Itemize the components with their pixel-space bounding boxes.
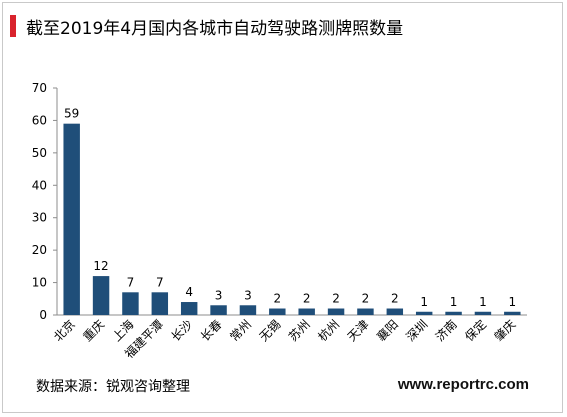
- data-label: 3: [215, 288, 223, 302]
- x-tick-label: 长春: [198, 317, 225, 344]
- chart-y-tick-labels: 0 10 20 30 40 50 60 70: [32, 81, 47, 322]
- bar-9: [298, 308, 315, 315]
- x-tick-label: 苏州: [286, 317, 313, 344]
- bar-11: [357, 308, 374, 315]
- x-tick-label: 济南: [432, 317, 460, 345]
- data-label: 1: [420, 295, 428, 309]
- y-tick-label: 50: [32, 146, 47, 160]
- data-source-note: 数据来源：锐观咨询整理: [36, 379, 190, 395]
- y-tick-label: 20: [32, 243, 47, 257]
- data-label: 2: [391, 292, 399, 306]
- y-tick-label: 30: [32, 211, 47, 225]
- bar-7: [239, 305, 257, 315]
- data-label: 1: [479, 295, 487, 309]
- data-label: 3: [244, 288, 252, 302]
- bar-16: [504, 311, 521, 315]
- bar-8: [269, 308, 286, 315]
- bar-3: [122, 292, 139, 315]
- x-tick-label: 保定: [461, 317, 489, 345]
- x-tick-label: 重庆: [80, 317, 107, 344]
- chart-bars: [63, 123, 521, 316]
- bar-4: [151, 292, 169, 315]
- data-label: 12: [93, 259, 108, 273]
- x-tick-label: 襄阳: [373, 317, 401, 345]
- x-tick-label: 杭州: [315, 317, 343, 345]
- bar-15: [474, 311, 492, 315]
- chart-title: 截至2019年4月国内各城市自动驾驶路测牌照数量: [26, 19, 404, 39]
- chart-frame: [2, 2, 563, 413]
- y-tick-label: 0: [39, 308, 47, 322]
- y-tick-label: 60: [32, 113, 47, 127]
- bar-14: [445, 311, 462, 315]
- bar-12: [386, 308, 404, 315]
- data-label: 2: [332, 292, 340, 306]
- data-label: 2: [303, 292, 311, 306]
- data-label: 7: [127, 275, 135, 289]
- data-label: 1: [508, 295, 516, 309]
- bar-1: [63, 123, 80, 316]
- data-label: 1: [450, 295, 458, 309]
- site-watermark: www.reportrc.com: [397, 376, 529, 393]
- x-tick-label: 长沙: [168, 317, 195, 344]
- chart-axes: [53, 87, 527, 316]
- data-label: 2: [273, 292, 281, 306]
- data-label: 2: [362, 292, 370, 306]
- x-tick-label: 北京: [51, 317, 78, 344]
- bar-2: [92, 276, 110, 315]
- x-tick-label: 深圳: [403, 317, 430, 344]
- x-tick-label: 常州: [227, 317, 254, 344]
- chart-data-labels: 59 12 7 7 4 3 3 2 2 2 2 2 1 1 1 1: [64, 107, 516, 309]
- title-accent-bar: [10, 15, 16, 37]
- bar-13: [415, 311, 433, 315]
- y-tick-label: 10: [32, 276, 47, 290]
- data-label: 4: [185, 285, 193, 299]
- data-label: 7: [156, 275, 164, 289]
- data-label: 59: [64, 107, 79, 121]
- x-tick-label: 天津: [345, 317, 372, 344]
- y-tick-label: 40: [32, 178, 47, 192]
- bar-6: [210, 305, 227, 315]
- x-tick-label: 无锡: [256, 317, 284, 345]
- bar-10: [327, 308, 345, 315]
- bar-5: [180, 302, 198, 315]
- y-tick-label: 70: [32, 81, 47, 95]
- x-tick-label: 肇庆: [491, 317, 519, 345]
